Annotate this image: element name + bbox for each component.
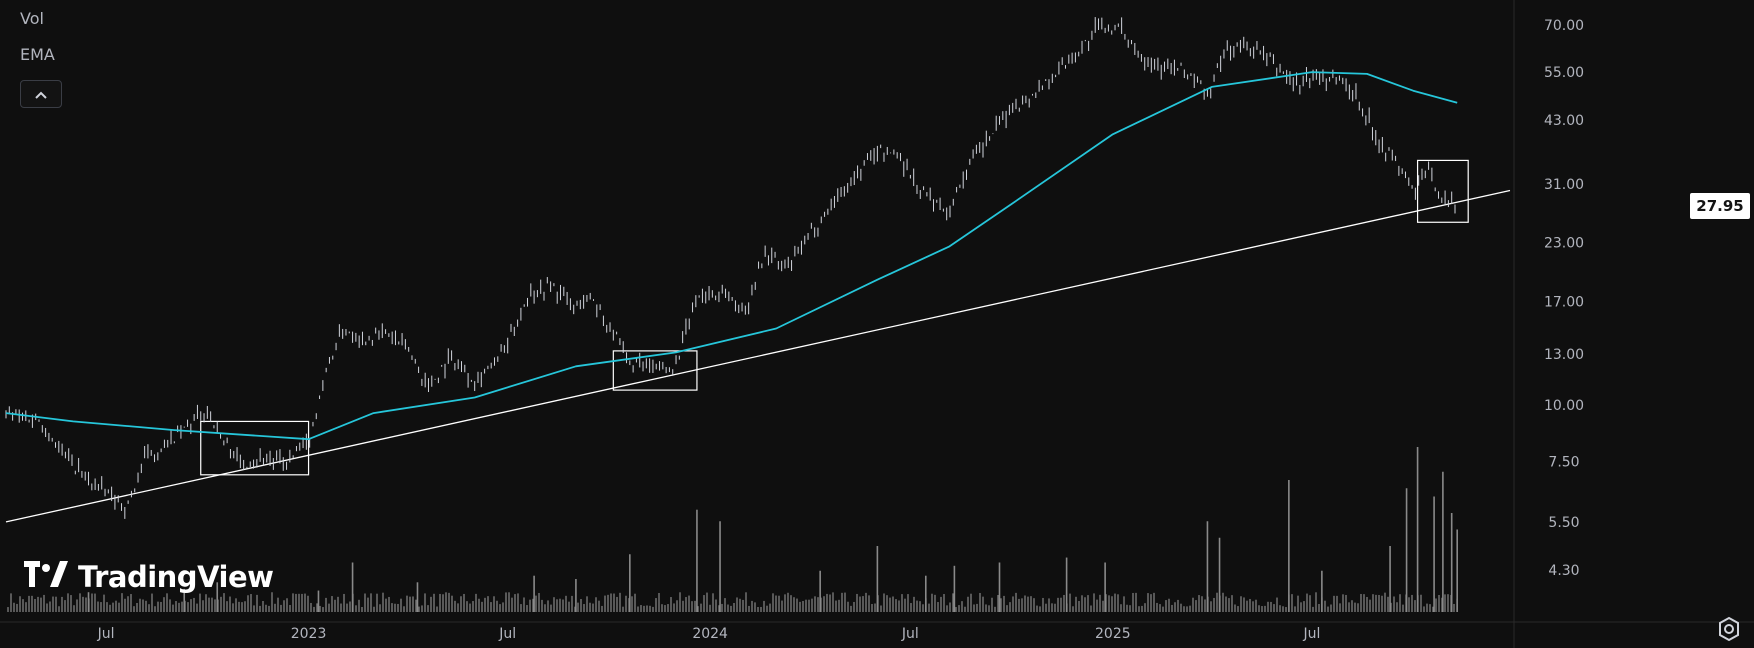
tradingview-logo-icon — [24, 560, 78, 594]
collapse-legend-button[interactable] — [20, 80, 62, 108]
annotation-box — [200, 420, 310, 476]
chart-settings-button[interactable] — [1716, 616, 1742, 642]
y-tick-label: 13.00 — [1544, 347, 1584, 363]
x-tick-label: Jul — [901, 626, 919, 642]
support-trendline — [5, 189, 1511, 523]
y-tick-label: 70.00 — [1544, 18, 1584, 34]
ema-line — [5, 71, 1458, 441]
y-tick-label: 5.50 — [1548, 515, 1579, 531]
tradingview-logo[interactable]: TradingView — [24, 560, 274, 594]
x-tick-label: 2024 — [692, 626, 728, 642]
legend-vol[interactable]: Vol — [20, 9, 44, 28]
x-tick-label: 2025 — [1095, 626, 1131, 642]
legend-ema[interactable]: EMA — [20, 45, 55, 64]
chart-legend: Vol EMA — [20, 8, 55, 80]
y-tick-label: 55.00 — [1544, 65, 1584, 81]
chevron-up-icon — [34, 85, 48, 104]
x-tick-label: Jul — [1303, 626, 1321, 642]
y-tick-label: 31.00 — [1544, 177, 1584, 193]
y-tick-label: 23.00 — [1544, 235, 1584, 251]
y-tick-label: 4.30 — [1548, 563, 1579, 579]
y-tick-label: 7.50 — [1548, 454, 1579, 470]
logo-text: TradingView — [78, 560, 274, 594]
annotation-box — [612, 350, 698, 391]
annotation-box — [1416, 159, 1469, 223]
gear-icon — [1716, 616, 1742, 646]
x-tick-label: Jul — [97, 626, 115, 642]
y-tick-label: 43.00 — [1544, 113, 1584, 129]
x-tick-label: Jul — [498, 626, 516, 642]
last-price-label: 27.95 — [1690, 193, 1750, 219]
y-tick-label: 10.00 — [1544, 398, 1584, 414]
x-tick-label: 2023 — [291, 626, 327, 642]
y-tick-label: 17.00 — [1544, 294, 1584, 310]
